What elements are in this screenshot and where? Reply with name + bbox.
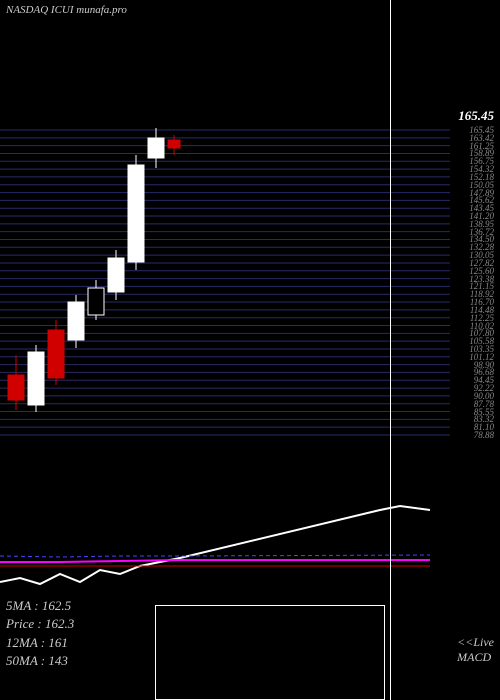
last-price-label: 165.45 (458, 108, 494, 124)
macd-text: MACD (457, 650, 494, 664)
macd-label: <<Live MACD (457, 635, 494, 664)
price-chart-svg (0, 20, 500, 460)
info-50ma: 50MA : 143 (6, 652, 74, 670)
ma-info-box: 5MA : 162.5 Price : 162.3 12MA : 161 50M… (6, 597, 74, 670)
macd-panel-frame (155, 605, 385, 700)
price-tick: 78.88 (474, 431, 494, 440)
indicator-chart (0, 470, 500, 590)
info-5ma: 5MA : 162.5 (6, 597, 74, 615)
chart-header: NASDAQ ICUI munafa.pro (6, 4, 127, 16)
macd-live: <<Live (457, 635, 494, 649)
info-12ma: 12MA : 161 (6, 634, 74, 652)
price-chart (0, 20, 500, 460)
info-price: Price : 162.3 (6, 615, 74, 633)
cursor-vline (390, 0, 391, 700)
